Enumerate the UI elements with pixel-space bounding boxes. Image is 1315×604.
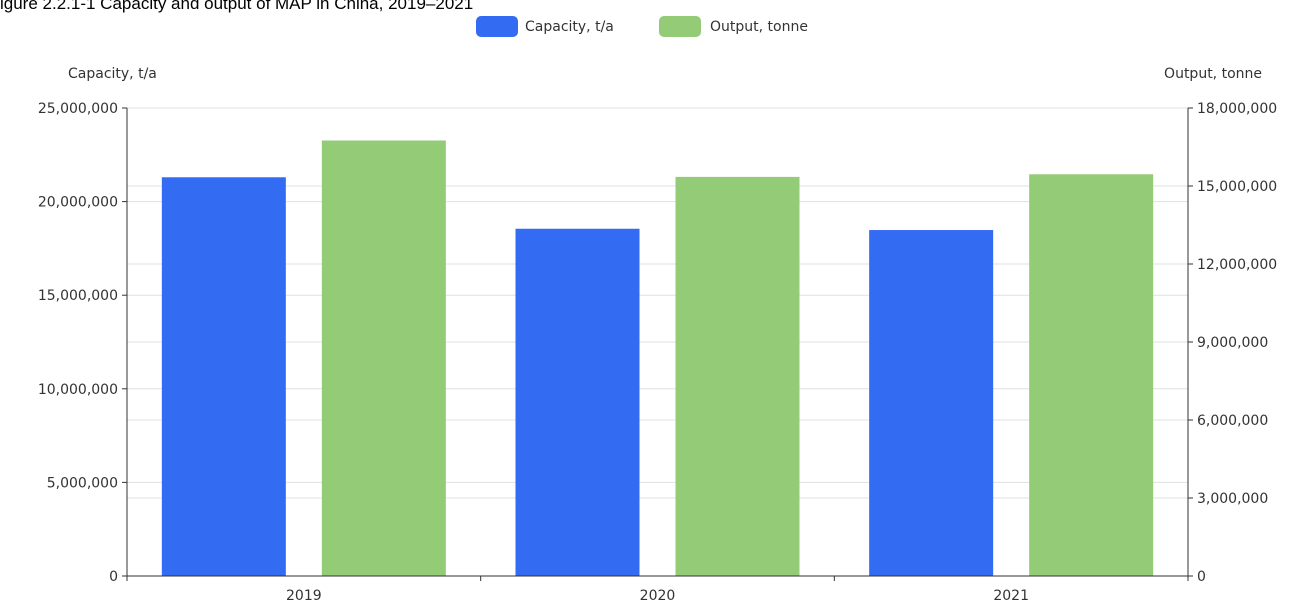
left-tick-label: 25,000,000: [38, 101, 118, 117]
x-tick-label: 2019: [286, 588, 322, 604]
axes: 0 5,000,000 10,000,000 15,000,000 20,000,000…: [38, 66, 1277, 604]
right-tick-label: 0: [1197, 569, 1206, 585]
left-axis-title: Capacity, t/a: [68, 66, 157, 82]
chart-title: igure 2.2.1-1 Capacity and output of MAP…: [0, 0, 474, 13]
right-tick-label: 6,000,000: [1197, 413, 1268, 429]
bar-capacity-2021[interactable]: [869, 230, 994, 577]
bar-output-2021[interactable]: [1029, 174, 1154, 577]
bar-capacity-2020[interactable]: [515, 228, 640, 576]
right-tick-label: 18,000,000: [1197, 101, 1277, 117]
legend-item-output[interactable]: Output, tonne: [659, 16, 808, 37]
legend-item-capacity[interactable]: Capacity, t/a: [476, 16, 614, 37]
left-tick-label: 20,000,000: [38, 195, 118, 211]
right-tick-label: 9,000,000: [1197, 335, 1268, 351]
left-tick-label: 0: [109, 569, 118, 585]
bar-output-2019[interactable]: [321, 140, 446, 577]
legend-label: Output, tonne: [710, 19, 808, 35]
legend-label: Capacity, t/a: [525, 19, 614, 35]
right-tick-label: 12,000,000: [1197, 257, 1277, 273]
bars: [161, 140, 1154, 577]
bar-capacity-2019[interactable]: [161, 177, 286, 576]
legend-swatch: [476, 16, 518, 37]
left-tick-label: 15,000,000: [38, 288, 118, 304]
x-tick-label: 2021: [993, 588, 1029, 604]
left-tick-label: 10,000,000: [38, 382, 118, 398]
legend[interactable]: Capacity, t/a Output, tonne: [476, 16, 808, 37]
right-tick-label: 3,000,000: [1197, 491, 1268, 507]
right-tick-label: 15,000,000: [1197, 179, 1277, 195]
legend-swatch: [659, 16, 701, 37]
right-axis-title: Output, tonne: [1164, 66, 1262, 82]
left-tick-label: 5,000,000: [47, 475, 118, 491]
bar-output-2020[interactable]: [675, 176, 800, 576]
gridlines: [127, 107, 1188, 499]
x-tick-label: 2020: [640, 588, 676, 604]
